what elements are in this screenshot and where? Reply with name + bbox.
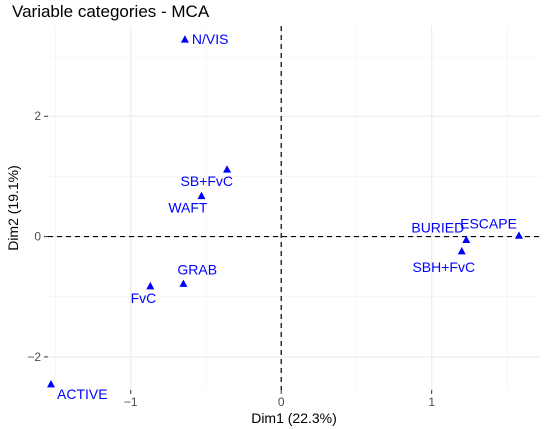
- point-label: ACTIVE: [57, 386, 108, 402]
- point-label: GRAB: [177, 262, 217, 278]
- point-marker: [457, 247, 466, 255]
- y-tick-label: 0: [34, 230, 41, 244]
- x-axis-title: Dim1 (22.3%): [251, 410, 337, 426]
- point-label: BURIED: [411, 220, 464, 236]
- point-label: SB+FvC: [181, 173, 234, 189]
- chart-title: Variable categories - MCA: [12, 2, 210, 21]
- point-marker: [197, 191, 206, 200]
- y-tick-label: −2: [27, 350, 41, 364]
- point-marker: [47, 379, 56, 388]
- x-tick-label: 1: [428, 395, 435, 409]
- point-marker: [462, 235, 471, 243]
- x-tick-label: 0: [278, 395, 285, 409]
- point-marker: [514, 231, 523, 239]
- point-label: N/VIS: [192, 31, 229, 47]
- tick-labels: −1 0 1 −2 0 2: [27, 109, 435, 409]
- y-tick-label: 2: [34, 109, 41, 123]
- point-marker: [180, 35, 189, 43]
- point-marker: [179, 279, 188, 287]
- point-label: SBH+FvC: [412, 259, 475, 275]
- points-layer: N/VIS SB+FvC WAFT GRAB FvC ACTIVE BURIEDESCAPE…: [47, 31, 523, 402]
- point-label: WAFT: [168, 200, 208, 216]
- point-label: FvC: [131, 290, 157, 306]
- y-axis-title: Dim2 (19.1%): [5, 165, 21, 251]
- plot-panel: [48, 26, 540, 390]
- point-label: ESCAPE: [460, 215, 517, 231]
- point-marker: [146, 281, 155, 290]
- x-tick-label: −1: [124, 395, 138, 409]
- reference-lines: [48, 26, 540, 390]
- grid-layer: [48, 26, 540, 390]
- point-marker: [223, 165, 232, 173]
